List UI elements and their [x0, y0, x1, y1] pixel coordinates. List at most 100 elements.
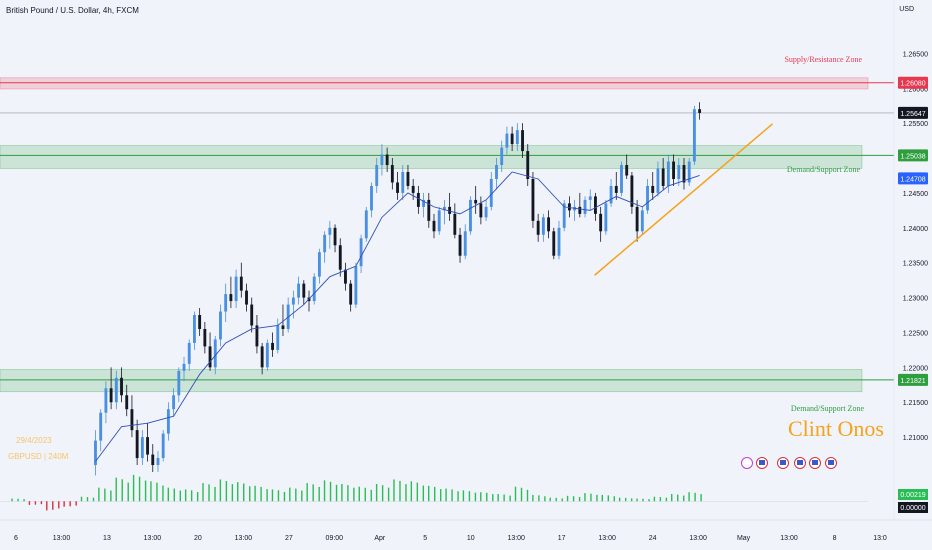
- x-tick-label: 09:00: [326, 535, 344, 542]
- x-tick-label: 13:00: [598, 535, 616, 542]
- candle: [104, 381, 108, 424]
- candle-body: [265, 342, 269, 368]
- x-tick-label: Apr: [374, 535, 386, 542]
- candle: [354, 262, 358, 309]
- oscillator-bar: [353, 487, 355, 502]
- price-label-box: [898, 172, 928, 185]
- oscillator-bar: [688, 492, 690, 502]
- oscillator-bar: [132, 474, 135, 502]
- x-tick-label: 13:00: [689, 535, 707, 542]
- candle-body: [406, 172, 410, 186]
- oscillator-bar: [144, 480, 147, 502]
- x-tick-label: 13:00: [144, 535, 162, 542]
- oscillator-bar: [196, 491, 199, 502]
- candle: [630, 172, 634, 214]
- candle: [307, 290, 311, 312]
- price-label-ma: 1.24708: [898, 172, 928, 185]
- candle-body: [672, 161, 676, 179]
- oscillator-bar: [58, 501, 60, 509]
- candle: [161, 430, 165, 462]
- candle-body: [213, 339, 217, 368]
- candle: [245, 283, 248, 312]
- candle: [359, 234, 363, 274]
- candle-body: [651, 185, 655, 193]
- candle-body: [557, 227, 561, 256]
- candle-body: [411, 185, 415, 193]
- demand-zone-label-lower: Demand/Support Zone: [791, 404, 865, 413]
- candle-body: [104, 388, 108, 413]
- candle-body: [203, 328, 207, 347]
- candle: [489, 172, 493, 211]
- oscillator-bar: [514, 486, 517, 502]
- y-tick-label: 1.25500: [903, 121, 928, 128]
- candle-body: [281, 325, 285, 329]
- x-tick-label: 17: [558, 535, 566, 542]
- demand-zone: [0, 145, 863, 169]
- oscillator-bar: [538, 495, 540, 502]
- candle: [338, 238, 342, 277]
- candle: [698, 102, 702, 120]
- candle: [521, 123, 524, 159]
- candle: [588, 189, 592, 211]
- oscillator-bar: [121, 479, 123, 502]
- oscillator-bar: [370, 489, 372, 502]
- candle: [120, 367, 123, 403]
- candle: [328, 220, 332, 249]
- candle-body: [510, 133, 514, 145]
- oscillator-bar: [492, 494, 494, 502]
- oscillator-bar: [271, 489, 274, 502]
- candle: [672, 154, 676, 186]
- oscillator-bar: [410, 481, 413, 502]
- candle-body: [250, 304, 254, 326]
- oscillator-bar: [544, 496, 546, 502]
- candle-body: [359, 238, 363, 267]
- oscillator-bar: [561, 498, 563, 502]
- candle-body: [604, 203, 608, 232]
- candle: [219, 304, 222, 347]
- oscillator-bar: [555, 497, 557, 502]
- x-tick-label: 13:0: [873, 535, 887, 542]
- candle-body: [521, 130, 524, 152]
- oscillator-bar: [405, 484, 407, 502]
- candle-body: [583, 199, 587, 214]
- oscillator-bar: [266, 489, 268, 502]
- candle: [239, 262, 243, 298]
- oscillator-bar: [683, 495, 685, 502]
- oscillator-bar: [387, 487, 390, 502]
- oscillator-zero-box: [898, 502, 928, 513]
- oscillator-bar: [173, 488, 175, 502]
- oscillator-bar: [578, 496, 581, 502]
- x-tick-label: 20: [194, 535, 202, 542]
- price-label-text: 1.21821: [900, 378, 925, 385]
- candle: [515, 123, 519, 152]
- candle: [125, 384, 129, 417]
- oscillator-bar: [115, 477, 117, 502]
- candle-body: [354, 266, 358, 305]
- candle: [396, 172, 399, 200]
- candle: [187, 339, 191, 371]
- x-tick-label: 24: [649, 535, 657, 542]
- candle: [203, 322, 207, 354]
- x-tick-label: 13:00: [507, 535, 525, 542]
- candle: [151, 444, 155, 472]
- x-tick-label: 13:00: [780, 535, 798, 542]
- candle: [458, 227, 462, 263]
- pair-note: GBPUSD | 240M: [8, 452, 69, 461]
- candle: [380, 144, 384, 176]
- candle-body: [541, 217, 545, 235]
- oscillator-bar: [497, 494, 499, 502]
- candle: [620, 161, 623, 197]
- oscillator-bar: [393, 479, 395, 502]
- oscillator-bar: [677, 494, 679, 502]
- candle-body: [390, 165, 394, 183]
- event-icons: [741, 457, 837, 469]
- oscillator-bar: [642, 498, 644, 502]
- oscillator: [11, 474, 702, 511]
- candle-body: [297, 283, 301, 298]
- candle: [578, 192, 582, 218]
- candle: [453, 203, 457, 239]
- candle-body: [646, 185, 649, 211]
- candle: [599, 206, 603, 242]
- oscillator-zero-label: 0.00000: [900, 505, 925, 512]
- oscillator-bar: [375, 484, 378, 502]
